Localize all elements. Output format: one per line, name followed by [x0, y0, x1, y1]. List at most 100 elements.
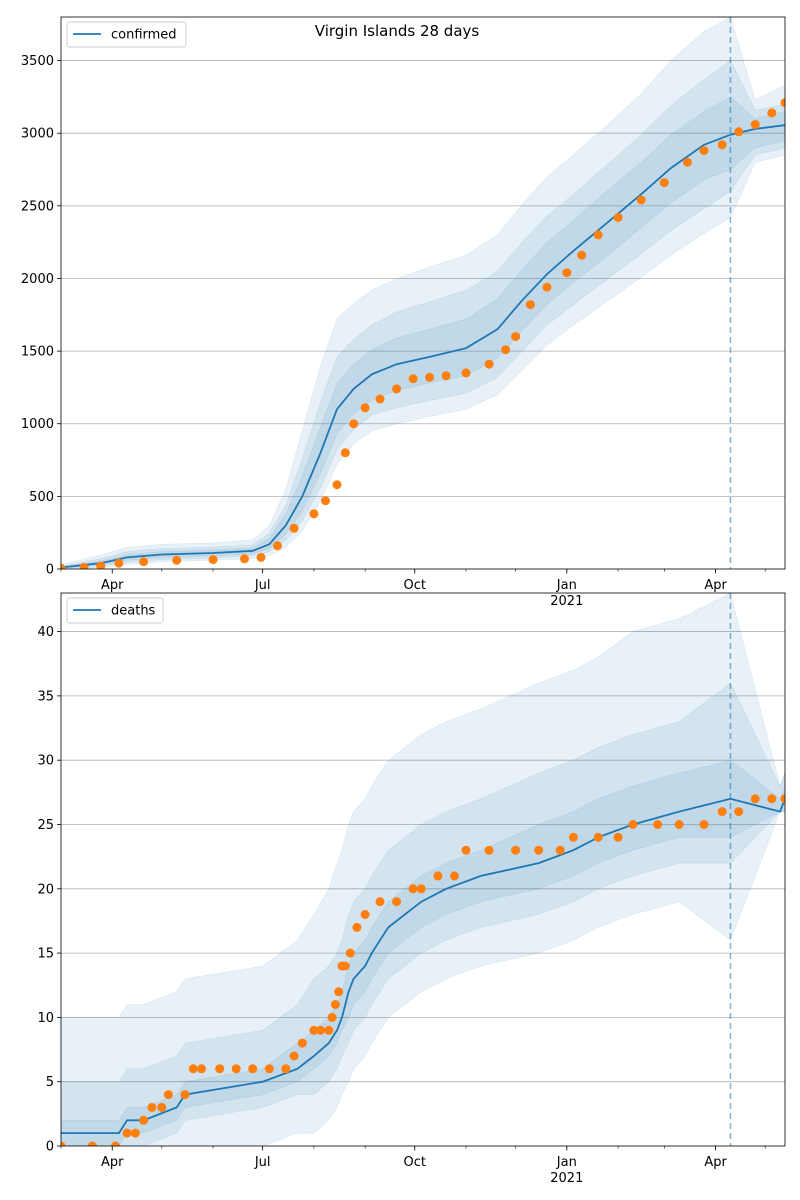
observed-point — [130, 1128, 140, 1138]
y-tick-label-2000: 2000 — [21, 272, 54, 287]
observed-point — [636, 195, 646, 205]
observed-point — [139, 1115, 149, 1125]
observed-point — [321, 496, 330, 506]
observed-point — [511, 845, 521, 855]
x-tick-label-2021-01-01: Jan — [556, 1155, 577, 1170]
axes-frame — [60, 592, 786, 1147]
observed-point — [352, 922, 362, 932]
observed-point — [699, 146, 709, 156]
observed-point — [248, 1064, 258, 1074]
observed-point — [408, 374, 418, 384]
observed-point — [653, 820, 663, 829]
legend-box — [66, 597, 164, 624]
observed-point — [425, 372, 435, 382]
observed-point — [340, 961, 350, 971]
observed-point — [534, 845, 544, 855]
observed-point — [767, 794, 777, 804]
observed-point — [628, 820, 638, 829]
observed-point — [360, 403, 370, 413]
observed-point — [484, 845, 494, 855]
y-tick-label-40: 40 — [37, 625, 54, 640]
observed-point — [316, 1025, 325, 1035]
observed-point — [327, 1012, 337, 1022]
y-tick-label-3000: 3000 — [21, 127, 54, 142]
observed-point — [392, 384, 402, 394]
model-line-confirmed — [61, 124, 785, 569]
observed-point — [180, 1090, 190, 1100]
observed-point — [375, 897, 385, 907]
observed-point — [330, 1000, 340, 1009]
observed-point — [542, 282, 552, 292]
uncertainty-band-inner — [61, 96, 785, 569]
x-tick-label-2020-07-01: Jul — [254, 1155, 271, 1170]
observed-point — [562, 268, 572, 278]
y-tick-label-10: 10 — [37, 1011, 54, 1026]
observed-point — [613, 832, 623, 842]
x-tick-label-2021-01-01: Jan — [556, 578, 577, 593]
observed-point — [256, 552, 266, 562]
x-tick-label-2020-10-01: Oct — [403, 1155, 425, 1170]
observed-point — [568, 832, 578, 842]
observed-point — [334, 987, 344, 997]
observed-point — [289, 1051, 299, 1061]
observed-point — [449, 871, 459, 881]
observed-point — [659, 178, 669, 188]
observed-point — [208, 555, 218, 565]
y-tick-label-1500: 1500 — [21, 345, 54, 360]
observed-point — [231, 1064, 241, 1074]
uncertainty-band-outer — [61, 593, 785, 1146]
observed-point — [281, 1064, 291, 1074]
legend-label: deaths — [111, 604, 156, 619]
observed-point — [197, 1064, 206, 1074]
confirmed-panel: 0 500 1000 1500 2000 2500 3000 3500 Apr Jul Oct Jan… — [21, 16, 786, 609]
observed-point — [114, 558, 124, 568]
observed-point — [408, 884, 418, 894]
observed-point — [61, 563, 66, 569]
observed-point — [734, 127, 744, 137]
axes-frame — [60, 16, 786, 570]
observed-point — [593, 832, 603, 842]
x-tick-sublabel-2021-01-01: 2021 — [550, 594, 583, 609]
observed-point — [324, 1025, 334, 1035]
observed-point — [683, 157, 692, 167]
uncertainty-band-mid — [61, 60, 785, 569]
observed-point — [577, 250, 587, 260]
observed-point — [340, 448, 350, 458]
x-tick-label-2020-04-01: Apr — [101, 578, 124, 593]
observed-point — [79, 563, 89, 569]
x-tick-label-2021-04-01: Apr — [704, 1155, 727, 1170]
observed-point — [767, 108, 777, 118]
observed-point — [163, 1090, 173, 1100]
y-tick-label-3500: 3500 — [21, 54, 54, 69]
plot-area — [61, 593, 785, 1146]
x-tick-sublabel-2021-01-01: 2021 — [550, 1171, 583, 1186]
observed-point — [297, 1038, 307, 1048]
x-tick-label-2020-10-01: Oct — [403, 578, 425, 593]
legend-label: confirmed — [111, 28, 177, 43]
observed-point — [416, 884, 426, 894]
y-tick-label-1000: 1000 — [21, 417, 54, 432]
x-tick-label-2020-07-01: Jul — [254, 578, 271, 593]
observed-point — [433, 871, 443, 881]
observed-point — [441, 371, 451, 381]
observed-point — [461, 845, 471, 855]
observed-point — [461, 368, 471, 378]
observed-point — [139, 557, 149, 567]
observed-point — [392, 897, 402, 907]
observed-point — [780, 98, 785, 108]
x-tick-label-2020-04-01: Apr — [101, 1155, 124, 1170]
observed-point — [157, 1102, 167, 1112]
observed-point — [264, 1064, 274, 1074]
y-tick-label-500: 500 — [29, 490, 54, 505]
observed-point — [172, 555, 182, 565]
observed-point — [349, 419, 359, 429]
observed-point — [215, 1064, 225, 1074]
observed-point — [273, 541, 282, 551]
observed-point — [555, 845, 565, 855]
observed-point — [484, 359, 494, 369]
observed-point — [613, 213, 623, 222]
y-tick-label-5: 5 — [46, 1075, 54, 1090]
plot-area — [61, 17, 785, 569]
observed-point — [593, 230, 603, 240]
